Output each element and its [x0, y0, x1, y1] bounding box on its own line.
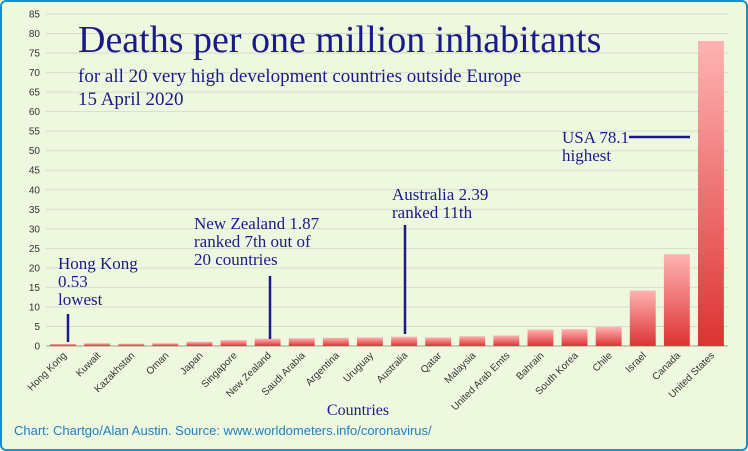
bar — [425, 337, 452, 346]
bar — [629, 290, 656, 346]
bar — [152, 343, 179, 346]
y-tick-label: 5 — [34, 322, 40, 333]
y-tick-label: 75 — [29, 49, 41, 60]
annotation-text: ranked 7th out of — [194, 232, 311, 251]
bar — [118, 343, 145, 346]
annotation-text: ranked 11th — [392, 203, 473, 222]
bar — [50, 343, 77, 346]
y-tick-label: 65 — [29, 88, 41, 99]
bar — [84, 343, 111, 346]
bar — [186, 341, 213, 346]
x-tick-label: United Arab Emts — [450, 350, 513, 413]
x-tick-label: Israel — [624, 350, 649, 375]
bar — [595, 326, 622, 346]
y-tick-label: 30 — [29, 224, 41, 235]
chart-title: Deaths per one million inhabitants — [78, 19, 601, 61]
x-tick-label: Chile — [591, 350, 615, 374]
x-tick-label: Australia — [375, 350, 411, 386]
x-tick-label: Uruguay — [342, 350, 377, 385]
annotation-text: highest — [562, 146, 611, 165]
x-tick-label: Japan — [179, 350, 206, 377]
y-tick-label: 20 — [29, 263, 41, 274]
bar — [663, 254, 690, 346]
y-tick-label: 35 — [29, 205, 41, 216]
bar-chart: 0 5 10 15 20 25 30 35 40 45 50 55 60 65 70 75 80 85 Hong … — [26, 10, 728, 419]
y-tick-label: 55 — [29, 127, 41, 138]
x-tick-label: Bahrain — [514, 350, 546, 382]
y-tick-label: 45 — [29, 166, 41, 177]
y-tick-label: 0 — [34, 342, 40, 353]
bar — [391, 336, 418, 346]
bar — [459, 336, 486, 346]
annotation-text: 0.53 — [58, 272, 88, 291]
x-tick-label: Qatar — [419, 350, 445, 376]
y-tick-label: 10 — [29, 302, 41, 313]
x-tick-label: Argentina — [304, 350, 342, 388]
bar — [254, 338, 281, 346]
x-tick-label: Oman — [144, 350, 171, 377]
bar — [288, 338, 315, 346]
chart-subtitle-line-1: for all 20 very high development countri… — [78, 66, 521, 87]
annotation-text: lowest — [58, 290, 103, 309]
y-tick-label: 70 — [29, 68, 41, 79]
x-tick-label: Canada — [650, 350, 683, 383]
bar — [697, 40, 724, 346]
bar — [356, 337, 383, 346]
bar — [220, 340, 247, 346]
x-tick-label: Kuwait — [74, 350, 103, 379]
x-tick-label: Hong Kong — [26, 350, 69, 393]
y-tick-label: 50 — [29, 146, 41, 157]
y-tick-label: 15 — [29, 283, 41, 294]
x-axis-label: Countries — [327, 402, 389, 419]
y-tick-label: 80 — [29, 29, 41, 40]
bar — [322, 337, 349, 346]
source-note: Chart: Chartgo/Alan Austin. Source: www.… — [14, 423, 432, 438]
bar — [561, 329, 588, 346]
annotation-text: New Zealand 1.87 — [194, 214, 320, 233]
y-tick-label: 60 — [29, 107, 41, 118]
y-tick-label: 25 — [29, 244, 41, 255]
bar — [527, 329, 554, 346]
gridlines — [46, 13, 728, 347]
y-tick-label: 40 — [29, 185, 41, 196]
annotation-text: USA 78.1 — [562, 128, 629, 147]
y-tick-label: 85 — [29, 10, 41, 21]
annotation-text: Hong Kong — [58, 254, 138, 273]
bars — [50, 40, 724, 346]
chart-subtitle-line-2: 15 April 2020 — [78, 89, 184, 110]
annotation-text: 20 countries — [194, 250, 278, 269]
bar — [493, 335, 520, 346]
y-axis-ticks: 0 5 10 15 20 25 30 35 40 45 50 55 60 65 70 75 80 85 — [29, 10, 41, 353]
annotation-text: Australia 2.39 — [392, 185, 488, 204]
